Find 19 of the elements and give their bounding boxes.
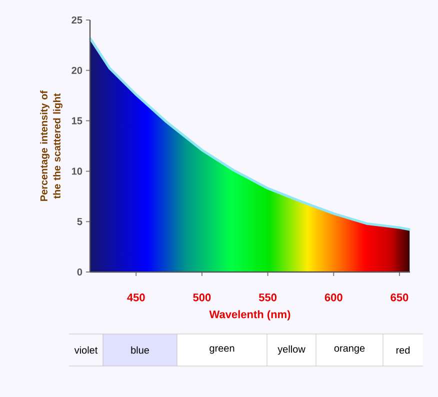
text: orange: [334, 346, 365, 354]
text: green: [210, 346, 234, 354]
y-axis-title: Percentage intensity of the the scattered light: [40, 90, 62, 201]
x-tick-label: 500: [193, 294, 211, 302]
y-tick-label: 15: [72, 117, 82, 124]
y-tick-label: 25: [72, 16, 82, 24]
x-axis-title: Wavelenth (nm): [209, 310, 290, 320]
text: blue: [131, 346, 150, 354]
x-tick-label: 450: [127, 294, 145, 302]
y-tick-label: 5: [77, 218, 82, 226]
text: yellow: [278, 345, 306, 355]
text: red: [396, 346, 410, 354]
x-tick-label: 650: [390, 294, 408, 302]
text: violet: [74, 346, 98, 354]
y-tick-label: 0: [77, 268, 82, 276]
y-tick-label: 10: [72, 168, 82, 175]
y-tick-label: 20: [72, 66, 82, 74]
x-tick-label: 550: [258, 294, 276, 302]
x-tick-label: 600: [324, 294, 342, 302]
